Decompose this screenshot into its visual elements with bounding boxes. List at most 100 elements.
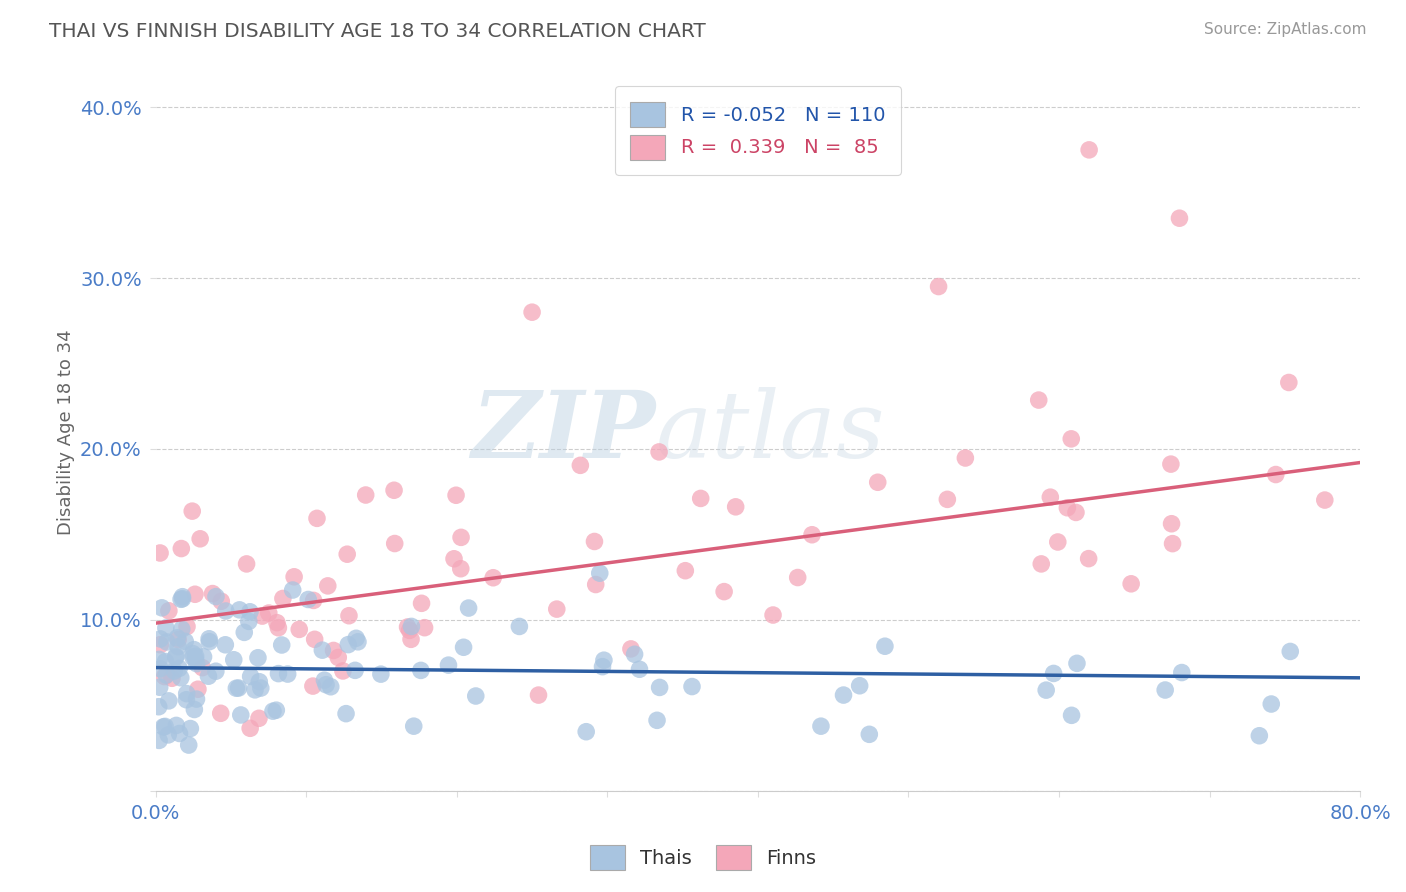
Point	[247, 711, 270, 725]
Point	[648, 681, 671, 695]
Point	[866, 475, 889, 490]
Point	[314, 673, 336, 688]
Point	[229, 708, 252, 723]
Point	[149, 632, 172, 646]
Point	[322, 643, 344, 657]
Point	[1046, 535, 1069, 549]
Point	[1260, 697, 1282, 711]
Point	[583, 534, 606, 549]
Point	[1160, 457, 1182, 471]
Point	[228, 603, 250, 617]
Point	[165, 650, 187, 665]
Point	[169, 726, 191, 740]
Point	[1154, 683, 1177, 698]
Text: Source: ZipAtlas.com: Source: ZipAtlas.com	[1204, 22, 1367, 37]
Point	[592, 659, 614, 673]
Point	[1171, 665, 1194, 680]
Point	[398, 624, 420, 638]
Point	[153, 719, 176, 733]
Point	[1066, 657, 1088, 671]
Point	[337, 638, 360, 652]
Point	[170, 541, 193, 556]
Point	[508, 619, 530, 633]
Point	[148, 652, 170, 666]
Point	[527, 688, 550, 702]
Point	[370, 667, 392, 681]
Point	[170, 592, 193, 607]
Point	[955, 450, 977, 465]
Point	[575, 724, 598, 739]
Point	[344, 632, 367, 646]
Point	[1060, 708, 1083, 723]
Point	[239, 721, 262, 735]
Point	[1039, 490, 1062, 504]
Point	[172, 590, 194, 604]
Point	[233, 625, 256, 640]
Point	[165, 649, 187, 664]
Legend: R = -0.052   N = 110, R =  0.339   N =  85: R = -0.052 N = 110, R = 0.339 N = 85	[614, 87, 901, 175]
Point	[569, 458, 592, 473]
Point	[277, 667, 299, 681]
Point	[201, 586, 224, 600]
Point	[167, 632, 190, 647]
Legend: Thais, Finns: Thais, Finns	[582, 838, 824, 878]
Point	[148, 699, 170, 714]
Point	[344, 664, 367, 678]
Point	[183, 702, 205, 716]
Point	[183, 642, 205, 657]
Point	[1313, 493, 1336, 508]
Point	[347, 635, 370, 649]
Point	[724, 500, 747, 514]
Point	[1028, 393, 1050, 408]
Point	[858, 727, 880, 741]
Point	[546, 602, 568, 616]
Point	[336, 547, 359, 561]
Point	[848, 679, 870, 693]
Point	[267, 666, 290, 681]
Point	[191, 660, 214, 674]
Point	[205, 664, 228, 678]
Point	[382, 483, 405, 498]
Point	[181, 504, 204, 518]
Point	[1121, 576, 1143, 591]
Point	[174, 634, 197, 648]
Point	[786, 570, 808, 584]
Point	[247, 674, 270, 689]
Point	[252, 609, 274, 624]
Point	[1060, 432, 1083, 446]
Point	[302, 679, 325, 693]
Point	[335, 706, 357, 721]
Point	[155, 621, 177, 635]
Point	[762, 607, 785, 622]
Point	[160, 671, 183, 685]
Point	[225, 681, 247, 696]
Point	[1056, 500, 1078, 515]
Point	[239, 669, 262, 683]
Point	[453, 640, 475, 655]
Point	[437, 658, 460, 673]
Point	[243, 682, 266, 697]
Point	[157, 728, 180, 742]
Point	[186, 657, 208, 671]
Point	[384, 536, 406, 550]
Point	[936, 492, 959, 507]
Point	[239, 605, 262, 619]
Point	[288, 623, 311, 637]
Y-axis label: Disability Age 18 to 34: Disability Age 18 to 34	[58, 329, 75, 534]
Point	[801, 527, 824, 541]
Point	[337, 608, 360, 623]
Point	[399, 632, 422, 647]
Point	[184, 587, 207, 601]
Point	[409, 664, 432, 678]
Point	[176, 687, 198, 701]
Point	[170, 622, 193, 636]
Point	[198, 632, 221, 646]
Point	[332, 664, 354, 678]
Point	[165, 718, 187, 732]
Point	[163, 664, 186, 678]
Point	[311, 643, 333, 657]
Text: atlas: atlas	[655, 387, 884, 477]
Point	[235, 557, 257, 571]
Point	[832, 688, 855, 702]
Point	[167, 661, 190, 675]
